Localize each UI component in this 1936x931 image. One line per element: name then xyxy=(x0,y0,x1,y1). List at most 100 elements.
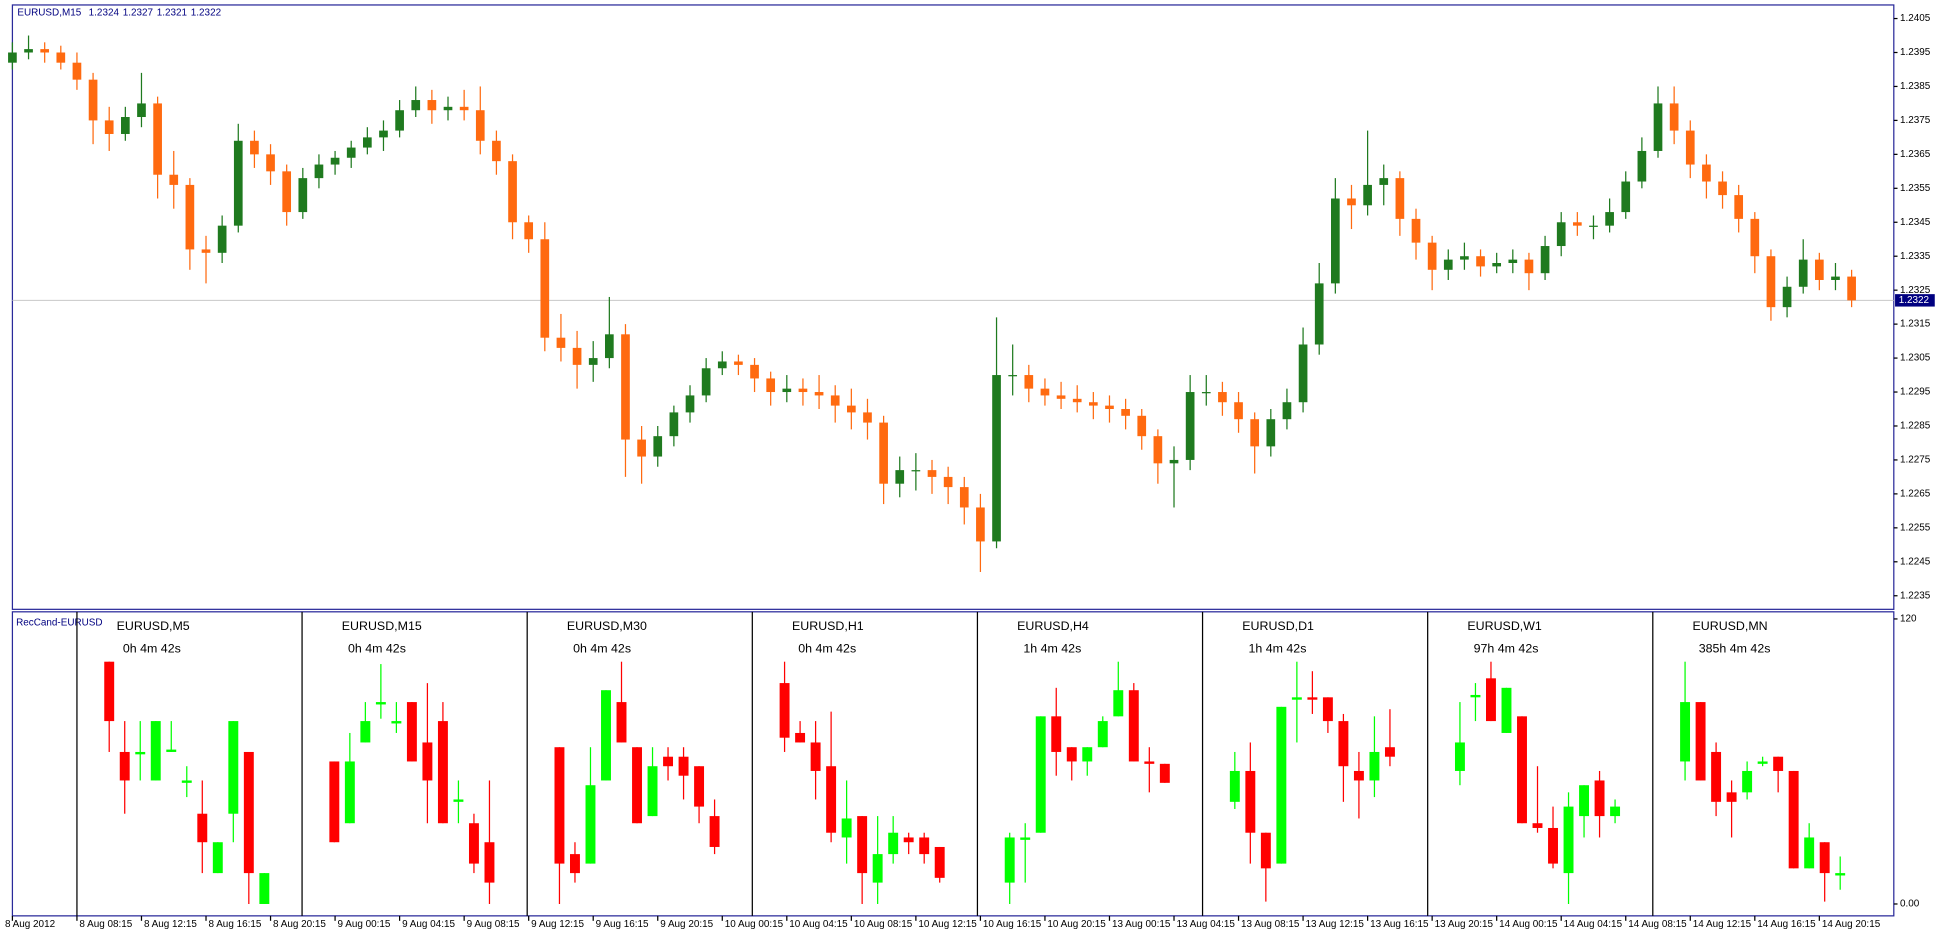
candle-body xyxy=(1605,212,1614,226)
candle-body xyxy=(798,388,808,393)
candle-body xyxy=(1314,283,1324,345)
candle-body xyxy=(104,120,114,134)
candle-body xyxy=(201,249,211,253)
candle-body xyxy=(459,106,469,111)
candle-body xyxy=(1610,806,1621,817)
candle-body xyxy=(1579,785,1590,817)
candle-body xyxy=(1637,150,1647,182)
candle-body xyxy=(1773,756,1784,771)
candle-body xyxy=(632,747,642,824)
candle-body xyxy=(1379,178,1389,185)
x-tick-label: 14 Aug 08:15 xyxy=(1628,919,1687,930)
current-price-box xyxy=(1895,294,1935,307)
candle-body xyxy=(360,721,371,743)
candle-body xyxy=(959,487,969,508)
x-tick-label: 10 Aug 00:15 xyxy=(725,919,784,930)
x-tick-label: 10 Aug 16:15 xyxy=(983,919,1042,930)
x-tick-label: 13 Aug 04:15 xyxy=(1176,919,1235,930)
x-tick-label: 13 Aug 20:15 xyxy=(1435,919,1494,930)
candle-body xyxy=(976,507,985,542)
candle-body xyxy=(1260,832,1271,869)
y-tick-label: 1.2345 xyxy=(1900,217,1931,228)
candle-body xyxy=(1517,716,1527,824)
candle-body xyxy=(1291,697,1302,700)
candle-body xyxy=(1556,222,1566,247)
candle-body xyxy=(572,347,582,365)
candle-body xyxy=(135,751,146,755)
x-tick-label: 14 Aug 04:15 xyxy=(1564,919,1623,930)
candle-body xyxy=(616,702,627,743)
panel-title: EURUSD,W1 xyxy=(1467,619,1542,633)
candle-body xyxy=(1020,837,1031,840)
candle-body xyxy=(484,842,495,883)
candle-body xyxy=(1282,402,1292,420)
candle-body xyxy=(406,702,417,762)
candle-body xyxy=(766,378,776,393)
x-tick-label: 9 Aug 04:15 xyxy=(402,919,455,930)
candle-body xyxy=(621,334,630,440)
candle-body xyxy=(1169,459,1179,464)
candle-body xyxy=(637,439,646,457)
candle-body xyxy=(1229,770,1240,802)
candle-body xyxy=(653,436,663,457)
candle-body xyxy=(329,761,340,843)
candle-body xyxy=(1201,392,1211,394)
x-tick-label: 13 Aug 12:15 xyxy=(1306,919,1365,930)
candle-body xyxy=(709,816,720,847)
candle-body xyxy=(1782,286,1792,308)
candle-body xyxy=(1835,873,1846,876)
candle-body xyxy=(1153,436,1163,464)
candle-body xyxy=(1089,402,1098,406)
candle-body xyxy=(1726,792,1737,802)
candle-body xyxy=(554,747,565,864)
candle-body xyxy=(857,816,868,874)
candle-body xyxy=(169,174,179,185)
candle-body xyxy=(934,846,945,878)
candle-body xyxy=(911,470,921,472)
y-tick-label: 1.2325 xyxy=(1900,285,1931,296)
candle-body xyxy=(121,117,130,134)
candle-body xyxy=(104,661,115,722)
candle-body xyxy=(119,751,130,781)
candle-body xyxy=(8,52,17,63)
x-tick-label: 8 Aug 16:15 xyxy=(208,919,261,930)
candle-body xyxy=(1819,842,1830,874)
y-tick-label: 1.2365 xyxy=(1900,149,1931,160)
candle-body xyxy=(1621,181,1631,213)
candle-body xyxy=(694,766,705,807)
y-tick-label: 1.2265 xyxy=(1900,489,1931,500)
candle-body xyxy=(1082,747,1093,762)
ohlc-value: 1.2327 xyxy=(123,7,154,18)
candle-body xyxy=(1443,259,1453,270)
candle-body xyxy=(411,100,421,111)
candle-body xyxy=(1563,806,1574,874)
candle-body xyxy=(212,842,223,874)
candle-body xyxy=(1492,263,1502,267)
candle-body xyxy=(1766,256,1776,308)
candle-body xyxy=(217,225,227,253)
y-tick-label: 1.2305 xyxy=(1900,353,1931,364)
candle-body xyxy=(1040,388,1050,396)
y-tick-label: 1.2335 xyxy=(1900,251,1931,262)
candle-body xyxy=(259,873,270,904)
candle-body xyxy=(1298,344,1308,403)
panel-title: EURUSD,M30 xyxy=(567,619,647,633)
candle-body xyxy=(943,476,953,488)
candle-body xyxy=(782,388,792,393)
candle-body xyxy=(1750,218,1760,257)
candle-body xyxy=(1322,697,1333,722)
candle-body xyxy=(1470,694,1481,698)
candle-body xyxy=(243,751,254,874)
candle-body xyxy=(585,785,596,864)
x-tick-label: 14 Aug 00:15 xyxy=(1499,919,1558,930)
candle-body xyxy=(1454,742,1465,771)
candle-body xyxy=(344,761,355,824)
panel-timer: 0h 4m 42s xyxy=(123,641,181,655)
candle-body xyxy=(879,422,888,484)
candle-body xyxy=(1072,398,1082,403)
candle-body xyxy=(1276,706,1287,864)
candle-body xyxy=(927,470,937,477)
candle-body xyxy=(1347,198,1356,206)
panel-timer: 97h 4m 42s xyxy=(1474,641,1539,655)
